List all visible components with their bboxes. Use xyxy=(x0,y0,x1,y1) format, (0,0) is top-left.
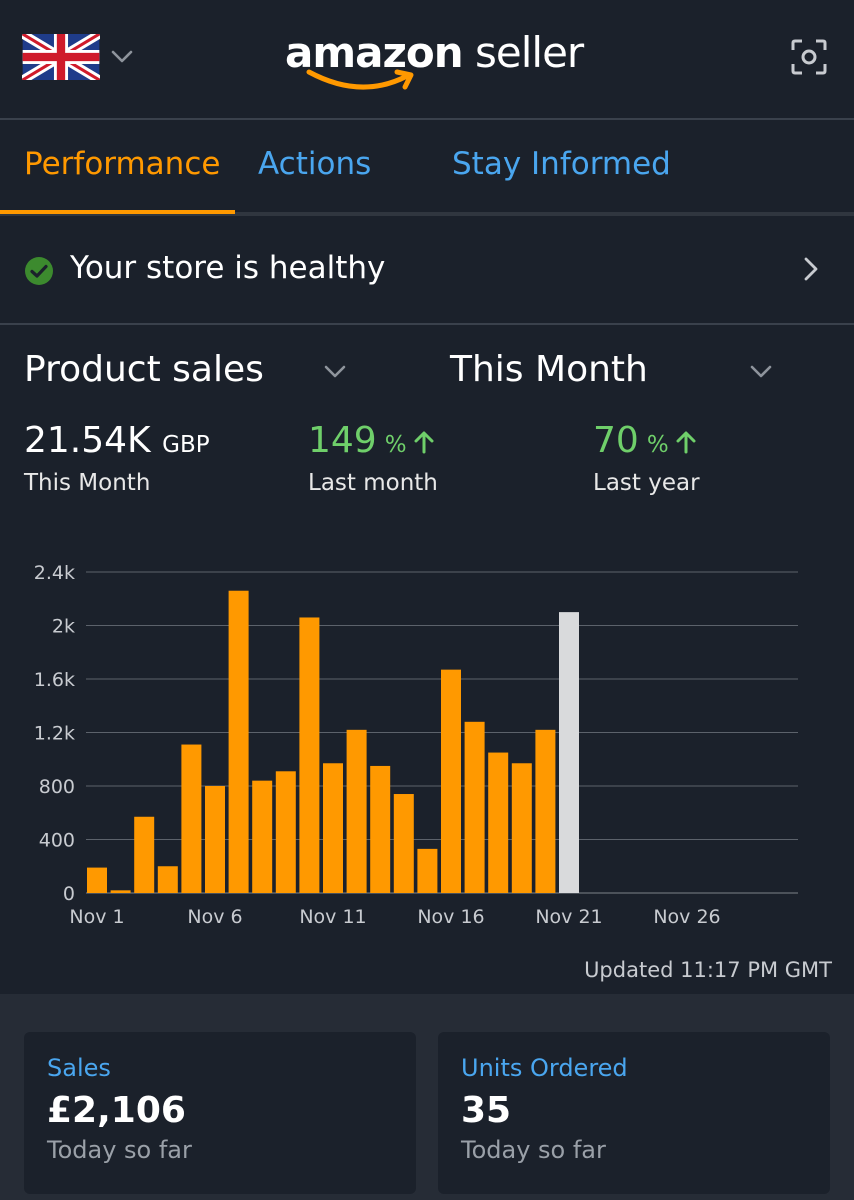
chart-bar xyxy=(299,617,320,893)
chart-bar xyxy=(346,729,367,893)
y-tick-label: 400 xyxy=(39,830,75,852)
sales-bar-chart: 0 400 800 1.2k 1.6k 2k 2.4k Nov 1 Nov 6 Nov 11 Nov… xyxy=(34,562,798,928)
check-circle-icon xyxy=(24,256,54,286)
x-tick-label: Nov 16 xyxy=(417,906,484,928)
currency-unit: GBP xyxy=(162,432,210,458)
logo-product: seller xyxy=(475,28,584,77)
store-health-status[interactable]: Your store is healthy xyxy=(70,250,386,286)
percent-unit: % xyxy=(384,432,407,458)
chart-bar xyxy=(464,721,485,893)
active-tab-indicator xyxy=(0,210,235,214)
scan-icon[interactable] xyxy=(790,38,828,76)
chart-bar xyxy=(87,867,107,893)
chart-bar xyxy=(323,763,343,893)
total-sales-label: This Month xyxy=(24,470,151,496)
chevron-down-icon[interactable] xyxy=(746,356,776,386)
y-tick-label: 2.4k xyxy=(34,562,75,584)
sales-card-title: Sales xyxy=(47,1054,111,1082)
chevron-right-icon[interactable] xyxy=(796,254,826,284)
header-divider xyxy=(0,118,854,120)
y-tick-label: 1.6k xyxy=(34,669,75,691)
units-ordered-card[interactable]: Units Ordered 35 Today so far xyxy=(438,1032,830,1194)
amazon-seller-logo: amazon seller xyxy=(285,20,584,100)
chart-bar xyxy=(393,794,414,893)
chart-bar xyxy=(417,848,438,893)
sales-card-subtitle: Today so far xyxy=(47,1136,192,1164)
total-sales-value: 21.54K GBP xyxy=(24,420,210,461)
chart-bar-projected xyxy=(559,612,579,893)
uk-flag-icon[interactable] xyxy=(20,30,102,84)
last-year-label: Last year xyxy=(593,470,700,496)
last-month-change: 149% xyxy=(308,420,435,461)
last-updated-text: Updated 11:17 PM GMT xyxy=(584,958,832,982)
chart-bar xyxy=(275,771,296,893)
tab-actions[interactable]: Actions xyxy=(258,146,372,182)
y-tick-label: 0 xyxy=(63,883,75,905)
units-card-value: 35 xyxy=(461,1090,512,1131)
arrow-up-icon xyxy=(676,431,696,454)
last-year-change: 70% xyxy=(593,420,697,461)
chart-bar xyxy=(134,816,155,893)
last-year-number: 70 xyxy=(593,420,639,461)
logo-brand: amazon xyxy=(285,28,464,77)
units-card-title: Units Ordered xyxy=(461,1054,628,1082)
chart-bar xyxy=(110,890,131,893)
chart-bar xyxy=(370,765,391,893)
health-divider xyxy=(0,323,854,325)
chart-bar xyxy=(252,780,273,893)
app-header xyxy=(0,0,854,118)
y-tick-label: 2k xyxy=(52,616,75,638)
x-tick-label: Nov 1 xyxy=(69,906,124,928)
last-month-number: 149 xyxy=(308,420,377,461)
sales-card-value: £2,106 xyxy=(47,1090,186,1131)
y-tick-label: 800 xyxy=(39,776,75,798)
chart-bar xyxy=(181,744,202,893)
chart-bar xyxy=(488,752,509,893)
x-tick-label: Nov 11 xyxy=(299,906,366,928)
x-tick-label: Nov 21 xyxy=(535,906,602,928)
tab-performance[interactable]: Performance xyxy=(24,146,221,182)
chevron-down-icon[interactable] xyxy=(108,42,136,70)
chart-bar xyxy=(228,590,249,893)
sales-card[interactable]: Sales £2,106 Today so far xyxy=(24,1032,416,1194)
tabs-divider xyxy=(0,212,854,216)
chart-bar xyxy=(205,786,225,893)
arrow-up-icon xyxy=(414,431,434,454)
percent-unit: % xyxy=(646,432,669,458)
period-dropdown[interactable]: This Month xyxy=(450,349,648,390)
tab-stay-informed[interactable]: Stay Informed xyxy=(452,146,671,182)
chart-bar xyxy=(157,866,178,893)
chart-bar xyxy=(535,729,556,893)
y-tick-label: 1.2k xyxy=(34,723,75,745)
total-sales-number: 21.54K xyxy=(24,420,151,461)
chevron-down-icon[interactable] xyxy=(320,356,350,386)
metric-dropdown[interactable]: Product sales xyxy=(24,349,264,390)
chart-bar xyxy=(441,669,461,893)
units-card-subtitle: Today so far xyxy=(461,1136,606,1164)
chart-bar xyxy=(511,763,532,893)
amazon-smile-icon xyxy=(306,69,414,90)
x-tick-label: Nov 26 xyxy=(653,906,720,928)
last-month-label: Last month xyxy=(308,470,438,496)
x-tick-label: Nov 6 xyxy=(187,906,242,928)
